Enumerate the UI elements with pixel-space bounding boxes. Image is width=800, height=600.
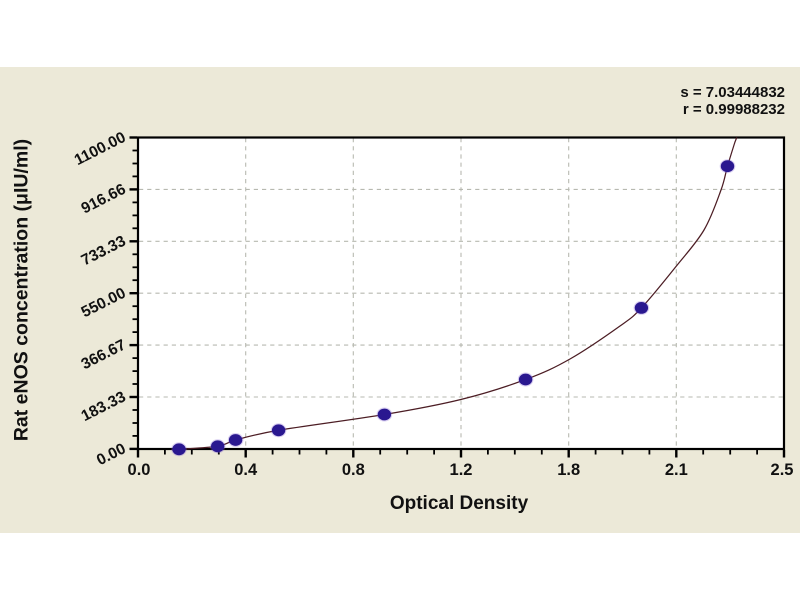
svg-text:0.0: 0.0 [128,461,151,479]
svg-text:1.8: 1.8 [557,461,580,479]
svg-text:0.8: 0.8 [342,461,365,479]
svg-text:r = 0.99988232: r = 0.99988232 [683,101,785,118]
svg-text:1.2: 1.2 [450,461,473,479]
svg-text:Optical Density: Optical Density [390,493,529,514]
svg-text:s = 7.03444832: s = 7.03444832 [680,84,785,101]
svg-text:0.4: 0.4 [234,461,258,479]
svg-text:Rat eNOS concentration (μIU/ml: Rat eNOS concentration (μIU/ml) [11,139,33,441]
svg-text:2.1: 2.1 [665,461,688,479]
svg-text:2.5: 2.5 [771,461,794,479]
